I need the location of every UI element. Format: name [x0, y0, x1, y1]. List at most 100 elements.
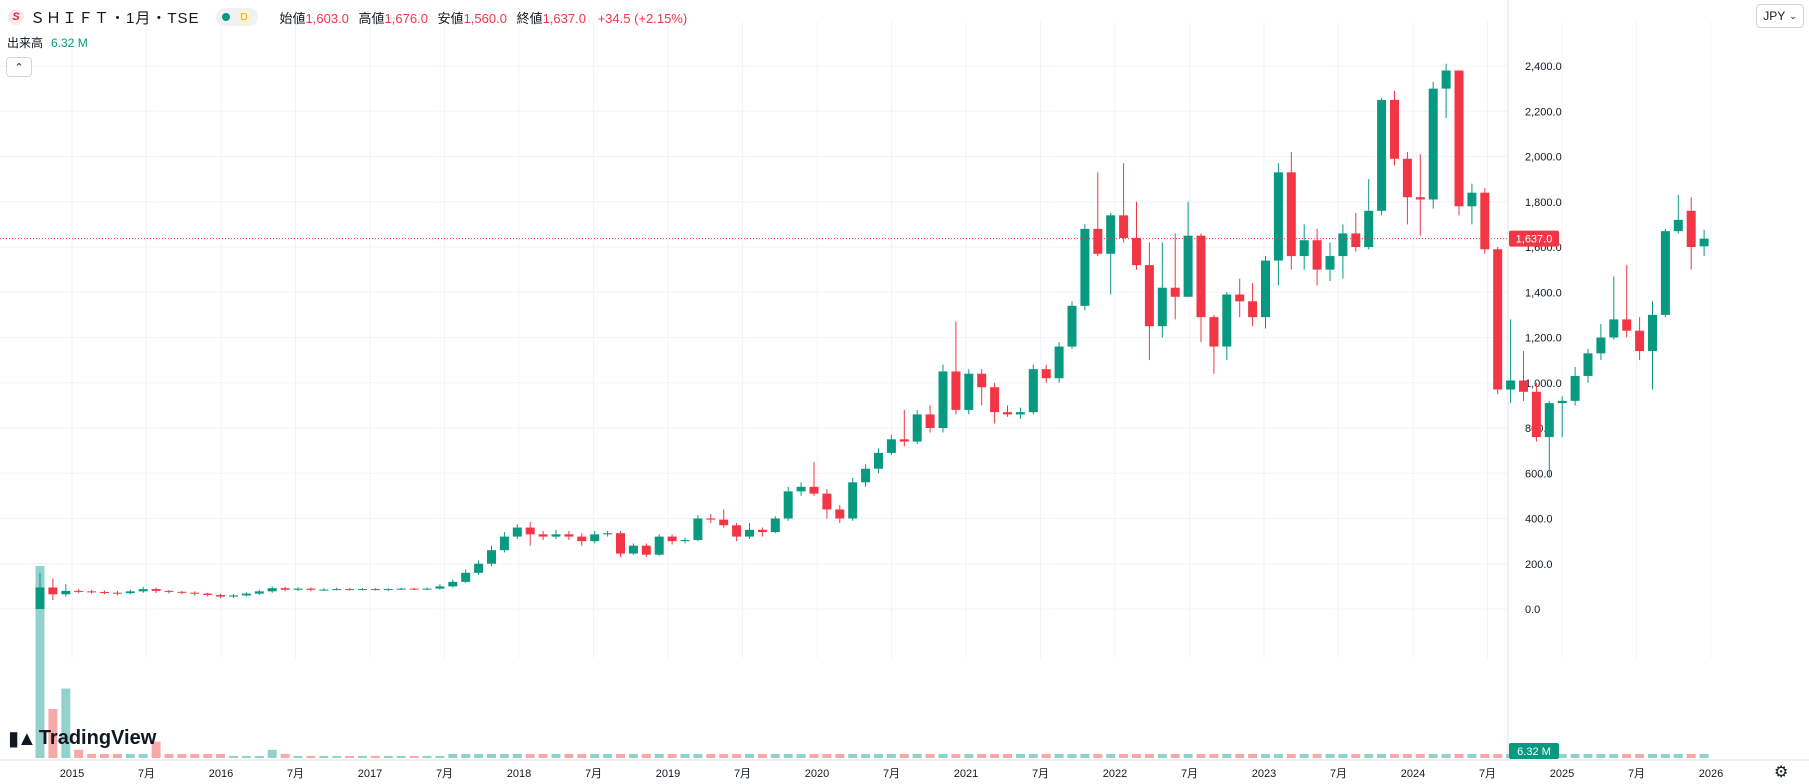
symbol-header: S ＳＨＩＦＴ・1月・TSE D 始値1,603.0 高値1,676.0 安値1… [8, 7, 687, 27]
market-status-pill[interactable]: D [215, 8, 258, 26]
volume-bar [293, 755, 303, 758]
time-tick-label: 2015 [60, 768, 84, 780]
candle-body [809, 486, 819, 494]
market-open-dot-icon [221, 13, 230, 21]
time-tick-label: 2022 [1103, 768, 1127, 780]
candle-body [719, 519, 729, 526]
volume-bar [861, 753, 871, 758]
volume-bar [61, 688, 71, 758]
candle-body [757, 529, 767, 533]
volume-bar [822, 753, 832, 758]
volume-bar [254, 755, 264, 758]
volume-bar [848, 753, 858, 758]
volume-bar [1441, 753, 1451, 758]
candle-body [1338, 233, 1348, 257]
time-tick-label: 7月 [287, 768, 304, 780]
volume-bar [1622, 753, 1632, 758]
volume-bar [1635, 753, 1645, 758]
volume-bar [1144, 753, 1154, 758]
candle-body [641, 545, 651, 555]
candle-body [319, 589, 329, 591]
volume-bar [964, 753, 974, 758]
candle-body [1209, 317, 1219, 347]
candle-body [125, 591, 135, 594]
candle-body [1106, 215, 1116, 254]
volume-bar [1686, 753, 1696, 758]
volume-bar [1028, 753, 1038, 758]
candle-body [306, 588, 316, 590]
candle-body [783, 491, 793, 519]
candle-body [1531, 391, 1541, 438]
volume-bar [809, 753, 819, 758]
candle-body [822, 493, 832, 510]
volume-bar [1222, 753, 1232, 758]
time-tick-label: 2023 [1252, 768, 1276, 780]
candle-body [177, 591, 187, 593]
time-tick-label: 7月 [138, 768, 155, 780]
volume-bar [370, 755, 380, 758]
volume-bar [1286, 753, 1296, 758]
candle-body [396, 588, 406, 590]
collapse-legend-button[interactable]: ⌃ [6, 57, 32, 77]
candle-body [293, 588, 303, 590]
volume-bar [1015, 753, 1025, 758]
candle-body [87, 591, 97, 593]
tradingview-logo[interactable]: ▮▲ TradingView [8, 726, 156, 751]
volume-bar [616, 753, 625, 758]
ohlc-values: 始値1,603.0 高値1,676.0 安値1,560.0 終値1,637.0 … [274, 8, 688, 27]
volume-bar [125, 753, 135, 758]
time-tick-label: 2021 [954, 768, 978, 780]
time-tick-label: 7月 [883, 768, 900, 780]
candle-body [1609, 319, 1619, 338]
candle-body [525, 527, 535, 535]
volume-bar [1557, 753, 1567, 758]
candle-body [216, 594, 226, 597]
candle-body [1119, 215, 1129, 238]
last-price-badge [1509, 230, 1559, 247]
candle-body [770, 518, 780, 533]
candle-body [1067, 305, 1077, 347]
volume-bar [216, 753, 226, 758]
candle-body [1441, 70, 1451, 89]
volume-bar [835, 753, 845, 758]
volume-bar [628, 753, 638, 758]
volume-value: 6.32 M [51, 36, 88, 50]
volume-bar [912, 753, 922, 758]
price-tick-label: 1,200.0 [1525, 333, 1562, 345]
close-value: 1,637.0 [542, 10, 586, 26]
candle-body [1377, 99, 1387, 211]
volume-bar [112, 753, 122, 758]
currency-selector[interactable]: JPY ⌄ [1756, 4, 1804, 28]
symbol-title[interactable]: ＳＨＩＦＴ・1月・TSE [30, 9, 200, 27]
low-value: 1,560.0 [463, 10, 507, 26]
volume-bar [1093, 753, 1103, 758]
volume-bar [590, 753, 600, 758]
volume-bar [538, 753, 548, 758]
price-tick-label: 2,000.0 [1525, 152, 1562, 164]
volume-bar [1106, 753, 1116, 758]
currency-label: JPY [1763, 9, 1786, 23]
candle-body [280, 588, 290, 590]
volume-bar [280, 753, 290, 758]
candle-body [267, 588, 277, 592]
candle-body [1054, 346, 1064, 379]
time-tick-label: 2020 [805, 768, 829, 780]
candle-body [1093, 228, 1103, 254]
gear-icon[interactable]: ⚙ [1774, 764, 1789, 781]
candle-body [435, 586, 445, 589]
price-tick-label: 1,400.0 [1525, 287, 1562, 299]
time-tick-label: 7月 [436, 768, 453, 780]
high-value: 1,676.0 [384, 10, 428, 26]
volume-bar [1196, 753, 1206, 758]
candle-body [538, 534, 548, 537]
candle-body [1312, 240, 1322, 270]
volume-badge [1509, 743, 1559, 759]
candle-body [409, 588, 419, 590]
candle-body [1402, 158, 1412, 198]
volume-bar [203, 753, 213, 758]
candle-body [951, 371, 961, 410]
volume-bar [138, 753, 148, 758]
candle-body [912, 414, 922, 442]
candle-body [925, 414, 935, 428]
